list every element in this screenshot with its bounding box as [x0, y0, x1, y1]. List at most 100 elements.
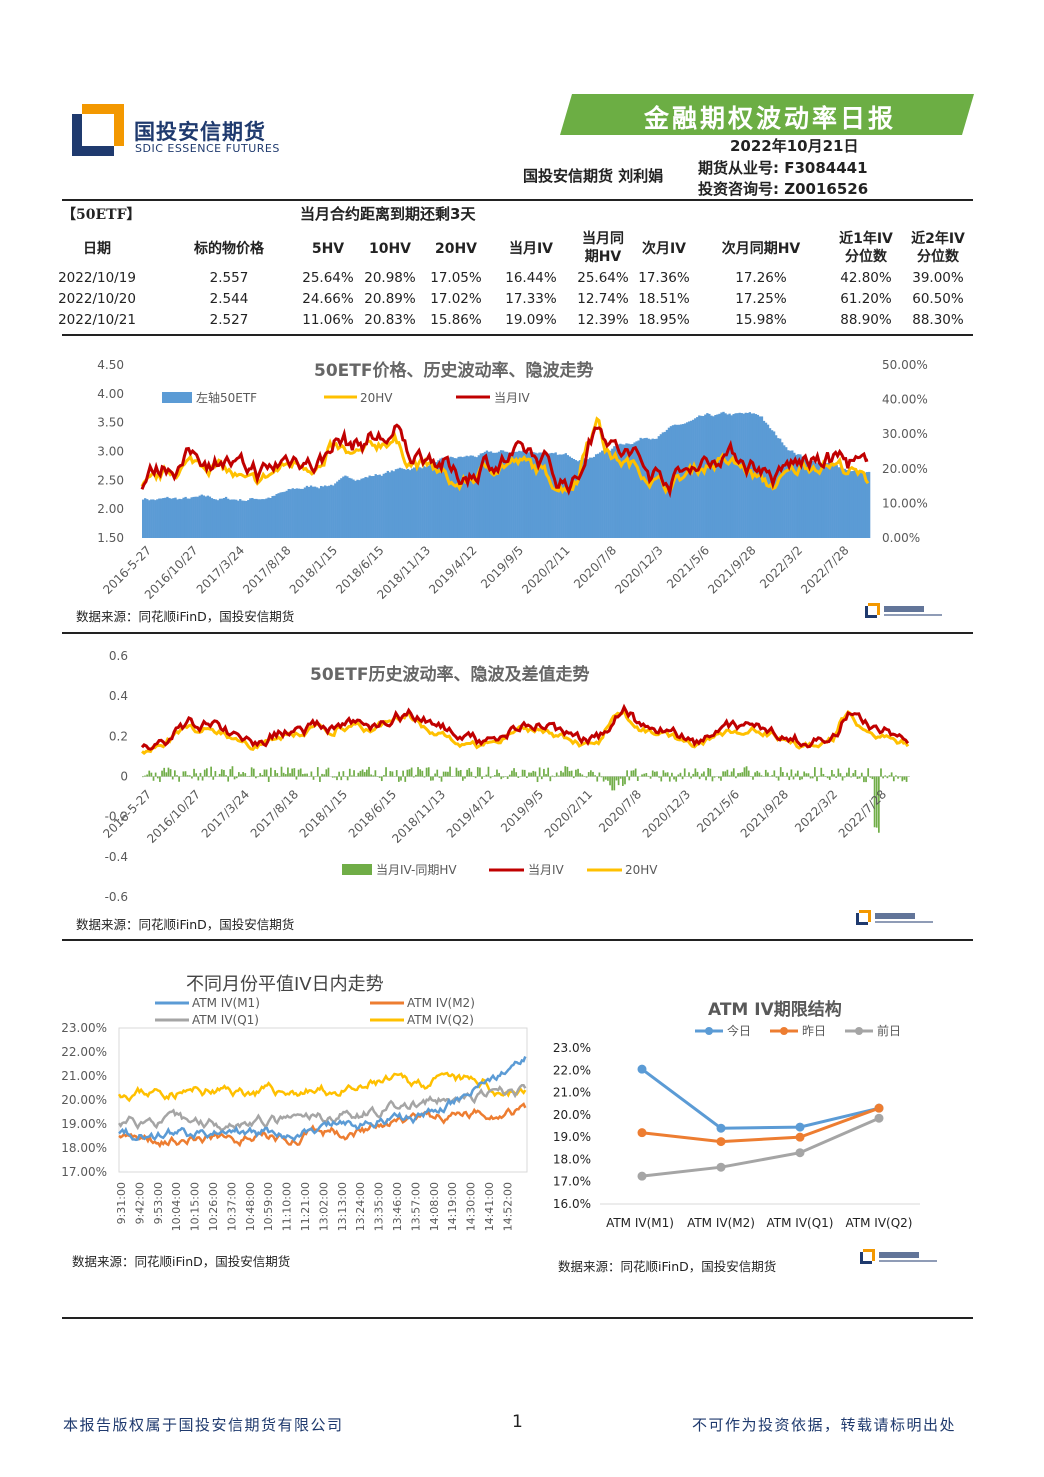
data-point — [716, 1137, 726, 1147]
table-cell: 61.20% — [840, 291, 892, 307]
etf-price-bar — [570, 457, 574, 538]
etf-price-bar — [797, 454, 800, 538]
spread-bar — [863, 776, 865, 783]
etf-price-bar — [506, 451, 509, 538]
etf-price-bar — [700, 415, 703, 538]
x-tick: ATM IV(Q2) — [846, 1216, 913, 1230]
etf-price-bar — [651, 438, 654, 538]
etf-price-bar — [412, 467, 416, 538]
etf-price-bar — [621, 444, 624, 538]
etf-price-bar — [253, 498, 256, 538]
y-tick: 19.00% — [61, 1117, 107, 1131]
etf-price-bar — [603, 450, 606, 538]
divider — [62, 334, 973, 336]
report-title: 金融期权波动率日报 — [643, 104, 896, 133]
divider — [62, 1317, 973, 1319]
spread-bar — [470, 771, 473, 777]
etf-price-bar — [811, 460, 814, 538]
x-tick: 2016/10/27 — [144, 787, 203, 846]
spread-bar — [782, 772, 784, 777]
etf-price-bar — [633, 442, 636, 538]
spread-bar — [250, 767, 253, 777]
spread-bar — [282, 772, 285, 777]
spread-bar — [174, 770, 176, 777]
etf-price-bar — [419, 467, 422, 538]
spread-bar — [752, 776, 754, 780]
spread-bar — [432, 776, 434, 781]
spread-bar — [419, 769, 422, 777]
spread-bar — [148, 770, 151, 777]
etf-price-bar — [675, 424, 679, 538]
etf-price-bar — [315, 487, 319, 538]
etf-price-bar — [795, 454, 798, 538]
etf-price-bar — [259, 499, 262, 538]
spread-bar — [743, 767, 746, 777]
etf-price-bar — [536, 453, 539, 538]
etf-price-bar — [497, 451, 501, 538]
spread-bar — [267, 776, 270, 782]
etf-price-bar — [477, 455, 481, 538]
legend-label-spread: 当月IV-同期HV — [376, 863, 457, 877]
etf-price-bar — [692, 419, 695, 538]
source-logo-icon — [865, 603, 942, 618]
etf-price-bar — [202, 495, 205, 538]
spread-bar — [698, 776, 701, 780]
spread-bar — [805, 773, 808, 777]
etf-price-bar — [471, 455, 474, 538]
spread-bar — [438, 776, 441, 778]
spread-bar — [363, 772, 366, 777]
etf-price-bar — [378, 474, 381, 538]
etf-price-bar — [859, 472, 863, 538]
spread-bar — [679, 772, 682, 777]
etf-price-bar — [793, 452, 796, 538]
spread-bar — [220, 769, 223, 777]
spread-bar — [171, 776, 174, 780]
etf-price-bar — [643, 438, 646, 538]
spread-bar — [756, 770, 759, 777]
spread-bar — [150, 772, 153, 777]
legend-label-iv: 当月IV — [528, 863, 565, 877]
etf-price-bar — [607, 450, 610, 538]
spread-bar — [449, 766, 451, 777]
table-header-label: 分位数 — [917, 249, 959, 265]
etf-price-bar — [467, 456, 470, 538]
data-point — [795, 1148, 805, 1158]
etf-price-bar — [226, 498, 230, 538]
spread-bar — [788, 776, 791, 781]
spread-bar — [831, 770, 833, 777]
etf-price-vol-chart: 4.50 4.00 3.50 3.00 2.50 2.00 1.50 50.00% 40.00%… — [97, 358, 927, 602]
spread-bar — [235, 776, 238, 779]
etf-price-bar — [342, 476, 345, 538]
etf-price-bar — [261, 499, 264, 538]
legend-label-hv20: 20HV — [360, 391, 393, 405]
etf-price-bar — [503, 451, 507, 538]
line-M2 — [118, 1102, 527, 1149]
etf-price-bar — [239, 499, 242, 538]
spread-bar — [611, 776, 614, 791]
spread-bar — [203, 769, 206, 777]
spread-bar — [466, 769, 468, 777]
spread-bar — [274, 770, 276, 777]
table-header-label: 次月同期HV — [721, 241, 801, 257]
spread-bar — [223, 769, 225, 777]
etf-price-bar — [295, 488, 299, 538]
etf-price-bar — [358, 480, 361, 538]
etf-price-bar — [734, 413, 737, 538]
etf-price-bar — [228, 499, 232, 538]
x-tick: 2020/7/8 — [571, 543, 619, 591]
etf-price-bar — [554, 452, 557, 538]
spread-bar — [846, 772, 848, 777]
x-tick: 14:52:00 — [501, 1182, 514, 1231]
etf-price-bar — [156, 499, 159, 538]
etf-price-bar — [726, 414, 729, 538]
etf-price-bar — [576, 461, 580, 538]
etf-price-bar — [463, 456, 466, 538]
spread-bar — [218, 773, 221, 777]
etf-price-bar — [366, 477, 369, 538]
table-header-cell: 当月IV — [486, 240, 576, 258]
etf-price-bar — [220, 498, 224, 538]
spread-bar — [421, 770, 424, 777]
etf-price-bar — [481, 453, 485, 538]
spread-bar — [841, 776, 844, 781]
spread-bar — [154, 772, 157, 777]
